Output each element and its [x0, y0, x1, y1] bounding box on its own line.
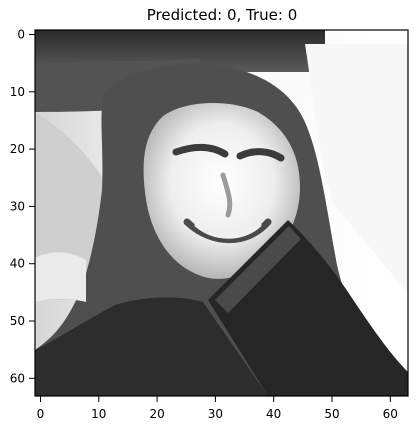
- neckline: [215, 226, 301, 313]
- dark-clothing-left: [35, 297, 268, 396]
- x-tick-label-60: 60: [383, 407, 398, 421]
- x-tick-label-40: 40: [266, 407, 281, 421]
- y-tick-label-20: 20: [10, 142, 25, 156]
- face-image: [35, 30, 408, 396]
- nose: [220, 172, 233, 218]
- plot-frame: [34, 29, 409, 397]
- left-eye: [172, 143, 229, 158]
- right-bright-background: [305, 44, 408, 293]
- chart-title: Predicted: 0, True: 0: [147, 6, 298, 24]
- x-tick-label-30: 30: [208, 407, 223, 421]
- smile: [183, 218, 272, 244]
- teeth: [194, 222, 262, 239]
- plot-area: 0 10 20 30 40 50 60 0 10 20 30 40 50 60: [10, 28, 409, 421]
- y-tick-label-30: 30: [10, 199, 25, 213]
- x-tick-label-0: 0: [37, 407, 45, 421]
- left-lower-light-region: [35, 252, 86, 302]
- x-tick-label-50: 50: [324, 407, 339, 421]
- x-axis: 0 10 20 30 40 50 60: [37, 396, 398, 421]
- y-axis: 0 10 20 30 40 50 60: [10, 28, 35, 385]
- y-tick-label-40: 40: [10, 257, 25, 271]
- y-tick-label-50: 50: [10, 314, 25, 328]
- y-tick-label-10: 10: [10, 85, 25, 99]
- right-eye: [236, 148, 285, 162]
- x-tick-label-20: 20: [149, 407, 164, 421]
- x-tick-label-10: 10: [91, 407, 106, 421]
- y-tick-label-60: 60: [10, 371, 25, 385]
- y-tick-label-0: 0: [17, 28, 25, 42]
